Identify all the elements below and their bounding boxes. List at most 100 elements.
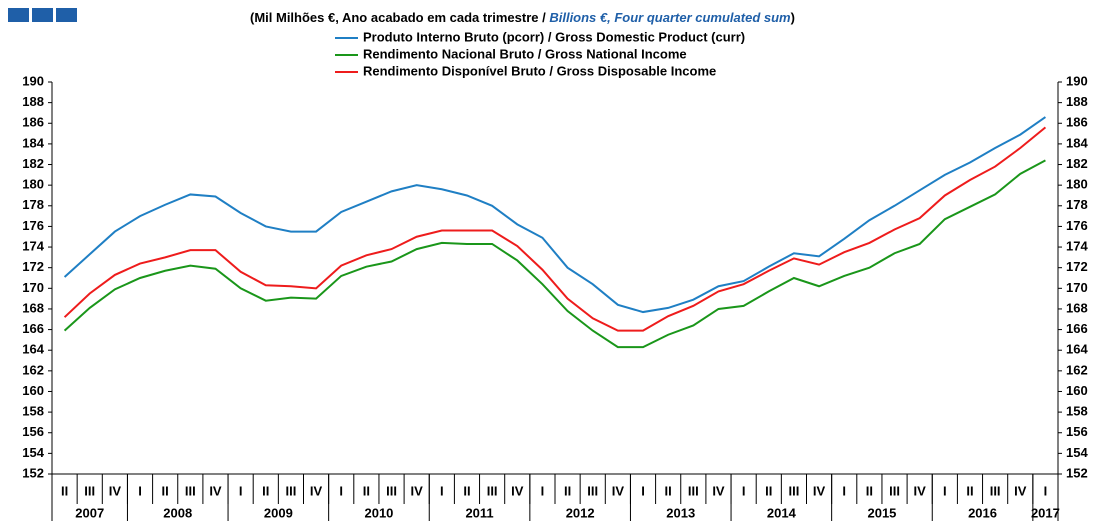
logo-block	[8, 8, 29, 22]
x-tick-label: III	[185, 483, 196, 498]
y2-tick-label: 170	[1066, 280, 1088, 295]
logo-block	[56, 8, 77, 22]
chart-title: (Mil Milhões €, Ano acabado em cada trim…	[250, 10, 795, 25]
x-tick-label: IV	[813, 483, 826, 498]
x-tick-label: III	[487, 483, 498, 498]
year-label: 2007	[75, 505, 104, 520]
y2-tick-label: 168	[1066, 300, 1088, 315]
x-tick-label: II	[765, 483, 772, 498]
year-label: 2009	[264, 505, 293, 520]
year-label: 2016	[968, 505, 997, 520]
y2-tick-label: 162	[1066, 362, 1088, 377]
y-tick-label: 164	[22, 342, 44, 357]
x-tick-label: III	[286, 483, 297, 498]
x-tick-label: II	[61, 483, 68, 498]
x-tick-label: I	[943, 483, 947, 498]
legend-label: Rendimento Disponível Bruto / Gross Disp…	[363, 63, 716, 78]
y2-tick-label: 156	[1066, 424, 1088, 439]
y-tick-label: 184	[22, 135, 44, 150]
series-line	[63, 126, 1047, 332]
logo-block	[32, 8, 53, 22]
legend-label: Rendimento Nacional Bruto / Gross Nation…	[363, 46, 687, 61]
y-tick-label: 168	[22, 300, 44, 315]
year-label: 2012	[566, 505, 595, 520]
y2-tick-label: 172	[1066, 259, 1088, 274]
x-tick-label: I	[641, 483, 645, 498]
x-tick-label: III	[386, 483, 397, 498]
legend-label: Produto Interno Bruto (pcorr) / Gross Do…	[363, 29, 745, 44]
x-tick-label: II	[665, 483, 672, 498]
year-label: 2011	[465, 505, 493, 520]
x-tick-label: II	[162, 483, 169, 498]
x-tick-label: IV	[612, 483, 625, 498]
y-tick-label: 182	[22, 156, 44, 171]
title-pt: (Mil Milhões €, Ano acabado em cada trim…	[250, 10, 546, 25]
y-tick-label: 170	[22, 280, 44, 295]
x-tick-label: I	[440, 483, 444, 498]
title-close: )	[791, 10, 795, 25]
y-tick-label: 188	[22, 94, 44, 109]
x-tick-label: II	[564, 483, 571, 498]
year-label: 2010	[364, 505, 393, 520]
series-line	[63, 159, 1046, 349]
y-tick-label: 162	[22, 362, 44, 377]
year-label: 2008	[163, 505, 192, 520]
x-tick-label: I	[339, 483, 343, 498]
y2-tick-label: 160	[1066, 383, 1088, 398]
x-tick-label: III	[688, 483, 699, 498]
y2-tick-label: 166	[1066, 321, 1088, 336]
x-tick-label: I	[541, 483, 545, 498]
y2-tick-label: 154	[1066, 445, 1088, 460]
y2-tick-label: 152	[1066, 465, 1088, 480]
y2-tick-label: 174	[1066, 238, 1088, 253]
y-tick-label: 190	[22, 73, 44, 88]
x-tick-label: IV	[209, 483, 222, 498]
y-tick-label: 174	[22, 238, 44, 253]
y2-tick-label: 188	[1066, 94, 1088, 109]
x-tick-label: III	[84, 483, 95, 498]
x-tick-label: IV	[411, 483, 424, 498]
x-tick-label: IV	[310, 483, 323, 498]
x-tick-label: III	[990, 483, 1001, 498]
x-tick-label: I	[138, 483, 142, 498]
x-tick-label: I	[239, 483, 243, 498]
y-tick-label: 158	[22, 404, 44, 419]
y2-tick-label: 176	[1066, 218, 1088, 233]
x-tick-label: I	[742, 483, 746, 498]
x-tick-label: I	[1044, 483, 1048, 498]
x-tick-label: II	[463, 483, 470, 498]
x-tick-label: IV	[712, 483, 725, 498]
x-tick-label: IV	[511, 483, 524, 498]
y2-tick-label: 164	[1066, 342, 1088, 357]
year-label: 2014	[767, 505, 797, 520]
x-tick-label: III	[587, 483, 598, 498]
year-label: 2015	[867, 505, 896, 520]
y-tick-label: 186	[22, 115, 44, 130]
series-line	[63, 116, 1047, 314]
y-tick-label: 156	[22, 424, 44, 439]
y-tick-label: 172	[22, 259, 44, 274]
x-tick-label: IV	[914, 483, 927, 498]
x-tick-label: II	[866, 483, 873, 498]
y-tick-label: 176	[22, 218, 44, 233]
x-tick-label: III	[889, 483, 900, 498]
y-tick-label: 152	[22, 465, 44, 480]
y-tick-label: 160	[22, 383, 44, 398]
y-tick-label: 154	[22, 445, 44, 460]
y2-tick-label: 178	[1066, 197, 1088, 212]
y2-tick-label: 182	[1066, 156, 1088, 171]
title-en: Billions €, Four quarter cumulated sum	[549, 10, 791, 25]
x-tick-label: II	[262, 483, 269, 498]
x-tick-label: IV	[1014, 483, 1027, 498]
y-tick-label: 166	[22, 321, 44, 336]
y-tick-label: 180	[22, 177, 44, 192]
x-tick-label: I	[842, 483, 846, 498]
y2-tick-label: 180	[1066, 177, 1088, 192]
year-label: 2017	[1031, 505, 1060, 520]
x-tick-label: II	[363, 483, 370, 498]
y2-tick-label: 190	[1066, 73, 1088, 88]
y2-tick-label: 186	[1066, 115, 1088, 130]
y2-tick-label: 158	[1066, 404, 1088, 419]
x-tick-label: II	[966, 483, 973, 498]
